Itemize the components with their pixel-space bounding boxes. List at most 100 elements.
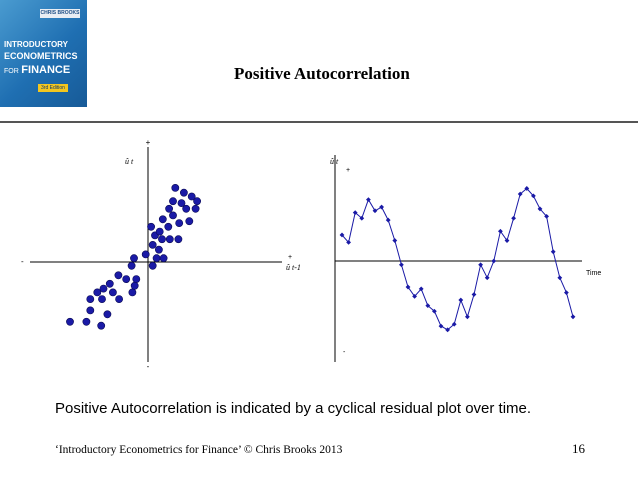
- scatter-point: [130, 281, 139, 290]
- scatter-point: [164, 222, 173, 231]
- timeseries-point: [385, 217, 391, 223]
- timeseries-point: [392, 238, 398, 243]
- scatter-point: [152, 254, 161, 263]
- scatter-point: [86, 295, 95, 303]
- timeseries-y-label: û t: [330, 157, 339, 166]
- scatter-point: [179, 188, 188, 197]
- scatter-point: [93, 288, 102, 297]
- timeseries-point: [517, 191, 523, 197]
- scatter-point: [191, 204, 200, 213]
- timeseries-x-label: Time: [586, 270, 601, 277]
- scatter-point: [165, 204, 173, 213]
- scatter-point: [182, 204, 191, 213]
- timeseries-point: [379, 204, 384, 210]
- scatter-point: [165, 235, 174, 244]
- scatter-point: [159, 254, 168, 263]
- slide-title: Positive Autocorrelation: [234, 64, 410, 83]
- scatter-point: [105, 279, 114, 288]
- scatter-point: [158, 215, 167, 224]
- timeseries-line: [341, 187, 574, 331]
- timeseries-point: [504, 238, 510, 243]
- timeseries-point: [491, 258, 497, 264]
- scatter-point: [128, 288, 137, 297]
- timeseries-point: [451, 321, 457, 327]
- timeseries-points: [339, 186, 576, 333]
- timeseries-point: [372, 208, 378, 214]
- slide-caption: Positive Autocorrelation is indicated by…: [55, 400, 532, 417]
- scatter-chart: + - - + û t û t-1: [21, 138, 301, 371]
- timeseries-y-minus: -: [343, 349, 346, 356]
- timeseries-point: [458, 297, 464, 303]
- timeseries-point: [405, 284, 411, 290]
- scatter-point: [115, 295, 123, 303]
- scatter-point: [158, 235, 166, 244]
- scatter-point: [130, 254, 138, 263]
- scatter-point: [114, 271, 123, 280]
- timeseries-point: [366, 197, 371, 203]
- timeseries-point: [418, 286, 424, 292]
- scatter-point: [99, 284, 108, 293]
- scatter-points: [66, 184, 201, 330]
- book-author: CHRIS BROOKS: [40, 9, 80, 18]
- scatter-point: [82, 317, 91, 326]
- book-edition: 3rd Edition: [38, 84, 68, 92]
- timeseries-point: [445, 327, 450, 333]
- timeseries-point: [339, 232, 345, 238]
- page-number: 16: [572, 441, 585, 456]
- timeseries-y-plus: +: [346, 167, 350, 174]
- timeseries-point: [346, 240, 351, 245]
- timeseries-point: [570, 314, 576, 320]
- timeseries-point: [484, 275, 490, 281]
- timeseries-point: [432, 308, 437, 314]
- timeseries-point: [524, 186, 530, 191]
- timeseries-point: [550, 249, 556, 255]
- timeseries-point: [399, 262, 404, 268]
- timeseries-point: [537, 206, 543, 212]
- timeseries-chart: û t + - Time: [330, 155, 601, 362]
- scatter-point: [103, 310, 112, 319]
- scatter-point: [98, 295, 106, 303]
- timeseries-point: [531, 193, 536, 199]
- timeseries-point: [478, 262, 483, 268]
- book-title-finance: FINANCE: [21, 64, 71, 76]
- timeseries-point: [352, 210, 358, 216]
- scatter-y-plus: +: [146, 138, 151, 147]
- timeseries-point: [438, 323, 444, 329]
- scatter-point: [97, 321, 106, 330]
- scatter-point: [132, 275, 141, 283]
- scatter-point: [147, 222, 155, 231]
- timeseries-point: [465, 314, 470, 320]
- timeseries-point: [511, 215, 516, 221]
- scatter-point: [193, 197, 201, 206]
- scatter-x-plus: +: [288, 254, 292, 261]
- scatter-point: [174, 235, 183, 244]
- timeseries-point: [564, 290, 569, 296]
- scatter-point: [155, 227, 164, 236]
- timeseries-point: [425, 303, 431, 309]
- charts-area: + - - + û t û t-1 û t + - Time: [21, 138, 601, 371]
- scatter-point: [141, 250, 150, 259]
- timeseries-point: [498, 228, 503, 234]
- scatter-point: [171, 184, 180, 192]
- scatter-point: [122, 275, 131, 283]
- slide-footer: ‘Introductory Econometrics for Finance’ …: [55, 444, 343, 456]
- scatter-point: [169, 211, 177, 220]
- book-title-for: FOR: [4, 68, 19, 75]
- scatter-point: [175, 219, 184, 227]
- book-cover: CHRIS BROOKS INTRODUCTORY ECONOMETRICS F…: [0, 0, 87, 107]
- scatter-point: [177, 199, 186, 207]
- title-divider: [0, 121, 638, 123]
- timeseries-point: [359, 215, 365, 221]
- scatter-x-minus: -: [21, 257, 24, 266]
- timeseries-point: [557, 275, 563, 281]
- scatter-point: [86, 306, 95, 315]
- timeseries-point: [412, 293, 417, 299]
- scatter-point: [148, 241, 157, 249]
- scatter-y-label: û t: [125, 157, 134, 166]
- book-title-line2: ECONOMETRICS: [4, 51, 78, 61]
- scatter-x-label: û t-1: [286, 263, 301, 272]
- book-title-line1: INTRODUCTORY: [4, 40, 68, 49]
- scatter-point: [185, 217, 194, 226]
- scatter-point: [66, 317, 74, 326]
- scatter-y-minus: -: [147, 362, 150, 371]
